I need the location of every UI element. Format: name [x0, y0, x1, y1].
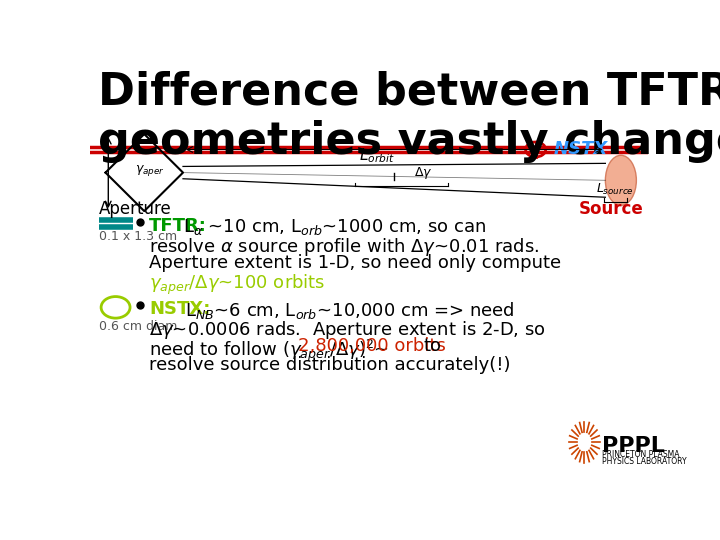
Text: Difference between TFTR & NSTX: Difference between TFTR & NSTX — [98, 71, 720, 114]
Text: Aperture extent is 1-D, so need only compute: Aperture extent is 1-D, so need only com… — [149, 254, 561, 272]
Text: PHYSICS LABORATORY: PHYSICS LABORATORY — [601, 457, 686, 467]
Text: geometries vastly changes model: geometries vastly changes model — [98, 120, 720, 163]
Text: $\Delta\gamma$: $\Delta\gamma$ — [414, 165, 433, 180]
Text: 2,800,000 orbits: 2,800,000 orbits — [297, 338, 446, 355]
Text: $\gamma_{aper}/\Delta\gamma$~100 orbits: $\gamma_{aper}/\Delta\gamma$~100 orbits — [149, 273, 325, 297]
Text: $L_{orbit}$: $L_{orbit}$ — [359, 146, 395, 165]
Text: TFTR:: TFTR: — [149, 217, 207, 235]
Text: need to follow ($\gamma_{aper}/\Delta\gamma)^2$~: need to follow ($\gamma_{aper}/\Delta\ga… — [149, 338, 389, 363]
Text: 0.6 cm diam: 0.6 cm diam — [99, 320, 178, 333]
Text: L$_{NB}$~6 cm, L$_{orb}$~10,000 cm => need: L$_{NB}$~6 cm, L$_{orb}$~10,000 cm => ne… — [184, 300, 514, 321]
Text: resolve $\alpha$ source profile with $\Delta\gamma$~0.01 rads.: resolve $\alpha$ source profile with $\D… — [149, 236, 539, 258]
Text: $\Delta\gamma$~0.0006 rads.  Aperture extent is 2-D, so: $\Delta\gamma$~0.0006 rads. Aperture ext… — [149, 319, 546, 341]
Text: PPPL: PPPL — [601, 436, 665, 456]
Ellipse shape — [606, 156, 636, 205]
Text: PRINCETON PLASMA: PRINCETON PLASMA — [601, 450, 679, 459]
Text: NSTX:: NSTX: — [149, 300, 210, 319]
Text: 0.1 x 1.3 cm: 0.1 x 1.3 cm — [99, 231, 177, 244]
Text: NSTX: NSTX — [554, 140, 608, 159]
Text: resolve source distribution accurately(!): resolve source distribution accurately(!… — [149, 356, 510, 374]
Text: Aperture: Aperture — [99, 200, 172, 218]
Text: $\gamma_{aper}$: $\gamma_{aper}$ — [135, 163, 165, 178]
Text: to: to — [423, 338, 441, 355]
Text: $L_{source}$: $L_{source}$ — [596, 182, 634, 197]
Text: Source: Source — [578, 200, 643, 218]
Text: L$_\alpha$ ~10 cm, L$_{orb}$~1000 cm, so can: L$_\alpha$ ~10 cm, L$_{orb}$~1000 cm, so… — [183, 217, 486, 237]
